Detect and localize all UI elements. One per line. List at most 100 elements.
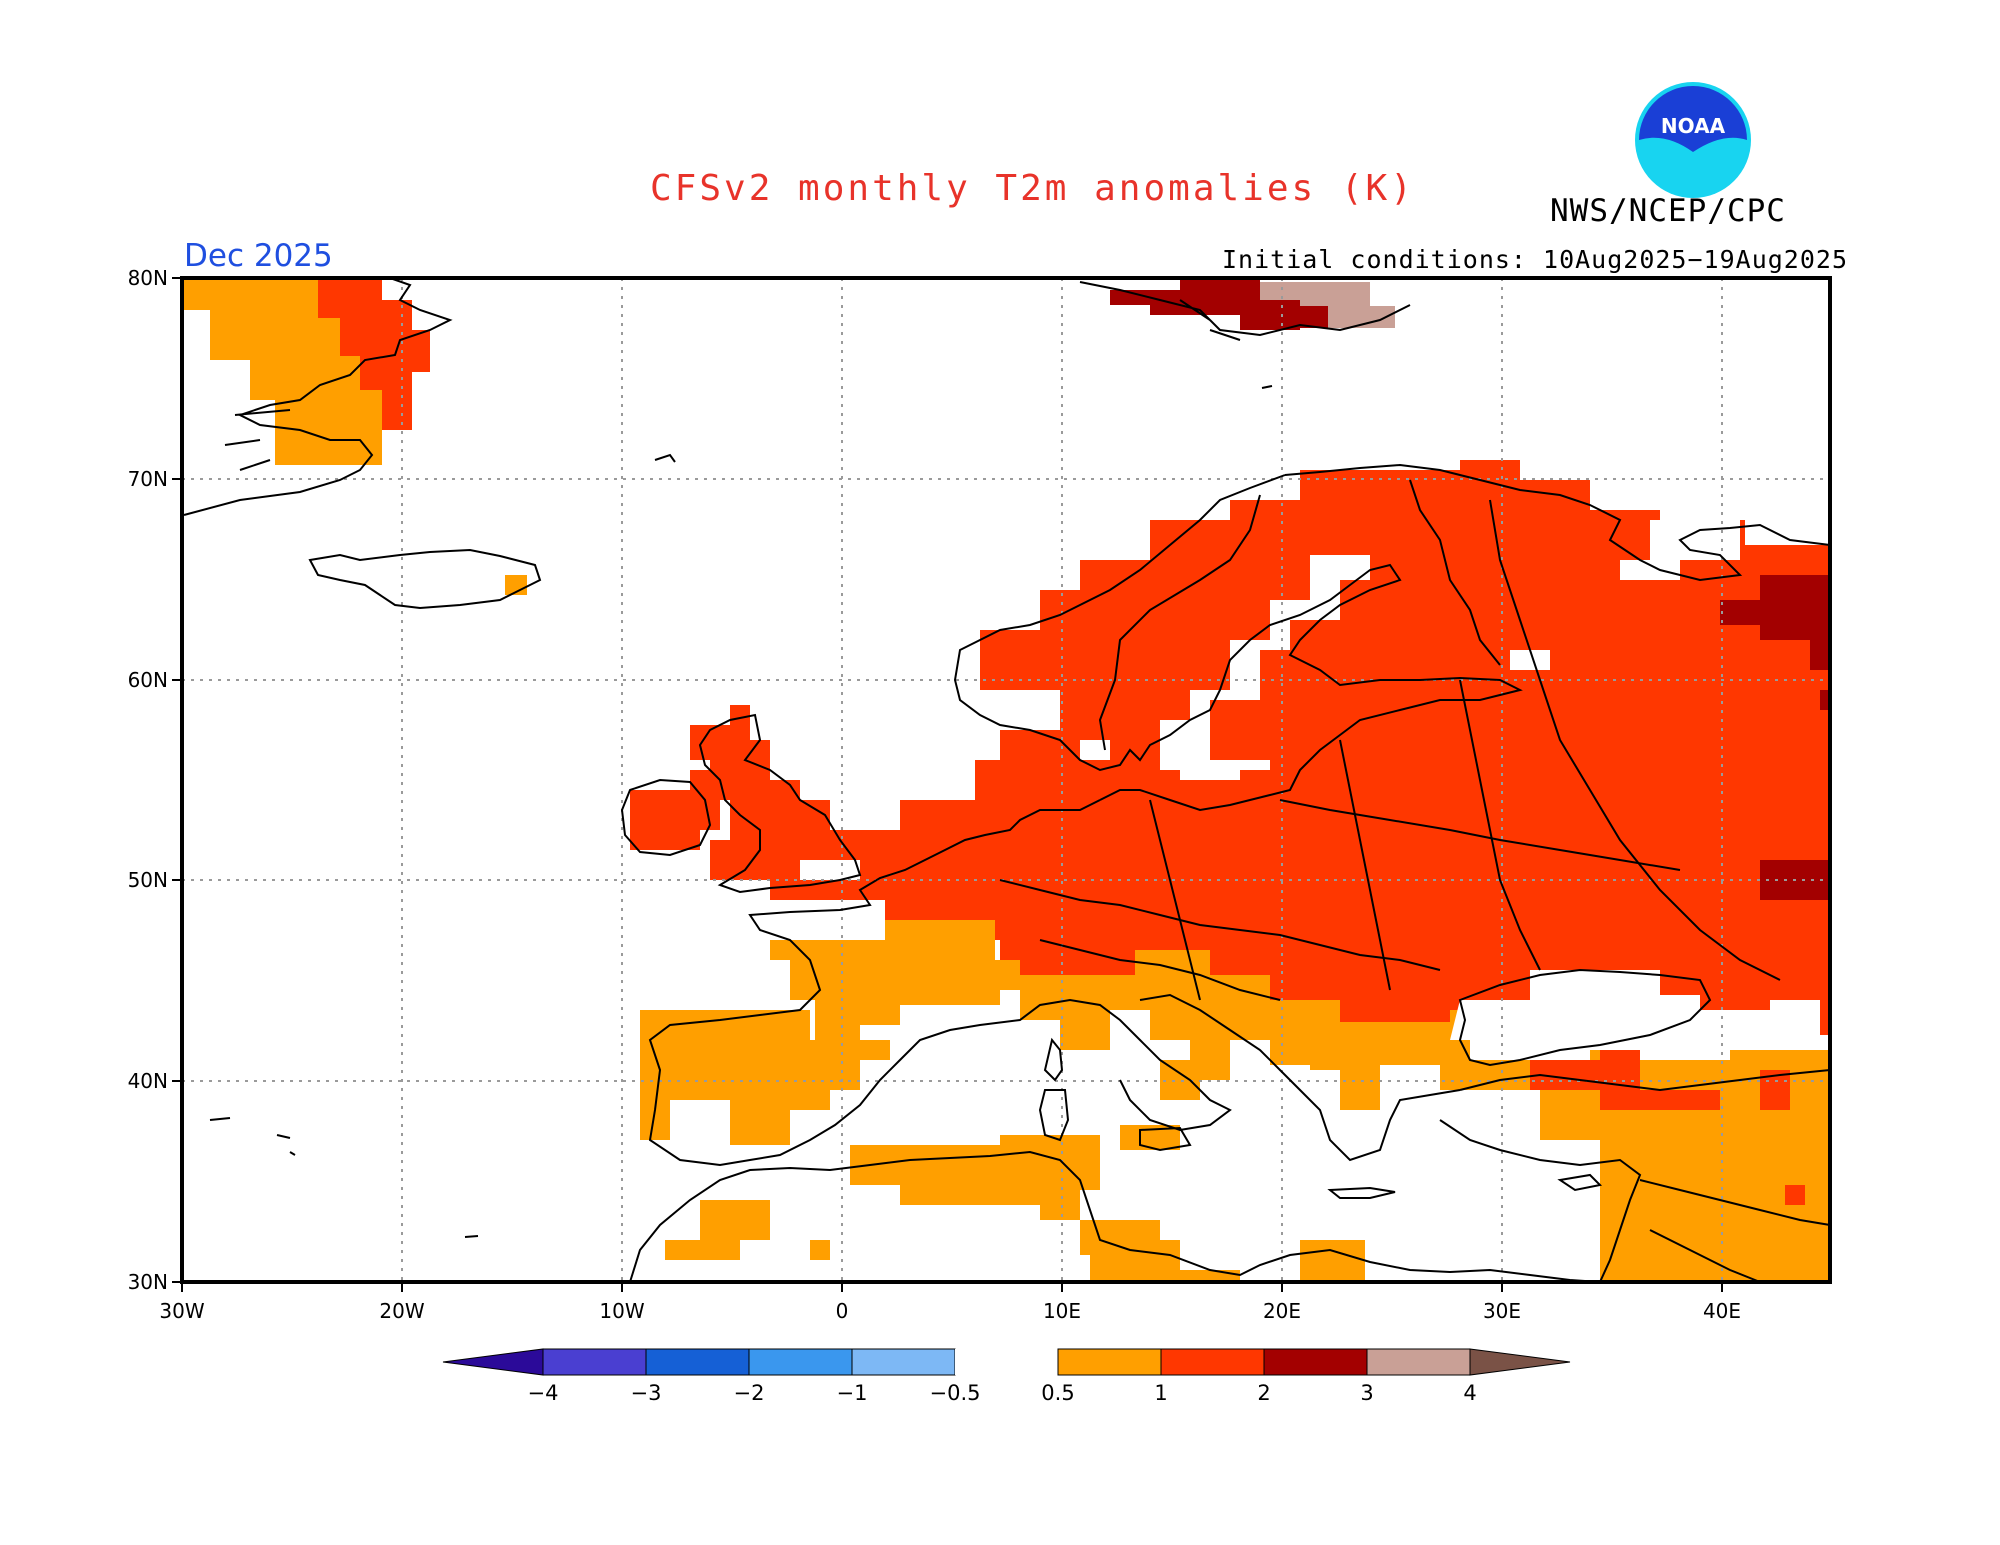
color-bar <box>442 1348 1571 1376</box>
noaa-logo: NOAA <box>1633 80 1753 200</box>
border-central-1 <box>999 879 1441 971</box>
legend-swatch-p3-4 <box>1366 1348 1471 1376</box>
border-central-5 <box>1279 799 1681 871</box>
legend-swatch-n2-n1 <box>748 1348 853 1376</box>
field-svalbard-dark <box>1110 280 1300 330</box>
coast-britain <box>698 713 862 894</box>
coast-ireland <box>620 778 712 857</box>
lon-label-20e: 20E <box>1263 1299 1301 1323</box>
legend-label-p3: 3 <box>1360 1381 1373 1405</box>
legend-swatch-n1-n05 <box>851 1348 956 1376</box>
legend-swatch-n4-n3 <box>542 1348 647 1376</box>
latitude-labels: 80N 70N 60N 50N 40N 30N <box>128 266 168 1294</box>
border-middle-east <box>1639 1179 1831 1283</box>
field-svalbard-rose <box>1260 282 1395 328</box>
field-white-uk <box>800 860 860 880</box>
legend-label-p05: 0.5 <box>1041 1381 1074 1405</box>
coast-svalbard <box>1079 281 1411 341</box>
field-uk-red <box>690 705 880 880</box>
coast-kola <box>1284 463 1831 582</box>
field-white-white-sea-2 <box>1620 560 1680 580</box>
coast-sicily <box>1139 1126 1192 1152</box>
coast-crete <box>1327 1186 1396 1199</box>
field-white-bothnia <box>1190 555 1370 755</box>
legend-swatch-p2-3 <box>1263 1348 1368 1376</box>
coast-madeira <box>464 1235 479 1238</box>
legend-label-p2: 2 <box>1257 1381 1270 1405</box>
border-central-6 <box>1039 939 1281 1001</box>
lon-label-10e: 10E <box>1043 1299 1081 1323</box>
field-white-baltic <box>1160 720 1270 780</box>
border-sweden-norway <box>1098 494 1261 751</box>
legend-label-n2: −2 <box>734 1381 765 1405</box>
lon-label-0: 0 <box>836 1299 849 1323</box>
coast-jan-mayen <box>1261 385 1273 389</box>
field-greenland-orange <box>184 278 382 465</box>
border-finland-russia <box>1409 479 1501 666</box>
coast-continent <box>648 799 1232 1167</box>
coast-sardinia <box>1038 1089 1070 1142</box>
field-tunisia-orange <box>1030 1140 1080 1220</box>
field-russia-dark <box>1720 575 1830 670</box>
field-algeria-orange <box>810 1240 830 1260</box>
border-central-4 <box>1459 679 1541 971</box>
legend-label-n1: −1 <box>837 1381 868 1405</box>
field-italy-orange <box>1160 1060 1230 1100</box>
initial-conditions: Initial conditions: 10Aug2025−19Aug2025 <box>1222 245 1848 274</box>
field-white-onega <box>1510 650 1550 670</box>
coast-cyprus <box>1557 1173 1603 1192</box>
coast-blacksea <box>1458 968 1712 1067</box>
field-white-scandinavia <box>1000 690 1060 730</box>
field-libya-orange <box>1080 1220 1240 1280</box>
border-russia-east <box>1489 499 1781 981</box>
forecast-month: Dec 2025 <box>184 238 333 274</box>
legend-label-n05: −0.5 <box>930 1381 981 1405</box>
field-white-denmark <box>1080 740 1110 760</box>
field-morocco-orange-2 <box>665 1240 695 1260</box>
coast-azores-2 <box>276 1134 291 1139</box>
border-central-2 <box>1149 799 1201 1001</box>
coast-nafrica <box>629 1150 1601 1283</box>
field-iberia-orange <box>640 1010 890 1145</box>
longitude-labels: 30W 20W 10W 0 10E 20E 30E 40E <box>159 1299 1741 1323</box>
field-morocco-orange <box>690 1200 770 1260</box>
lon-label-30e: 30E <box>1483 1299 1521 1323</box>
map-title: CFSv2 monthly T2m anomalies (K) <box>650 168 1415 209</box>
coast-azores-1 <box>209 1117 231 1121</box>
field-europe-red <box>750 460 1830 1035</box>
lat-label-50n: 50N <box>128 868 168 892</box>
field-iberia-orange-3 <box>730 1090 770 1110</box>
color-bar-labels: −4 −3 −2 −1 −0.5 0.5 1 2 3 4 <box>528 1381 1477 1405</box>
coast-adriatic <box>1139 993 1461 1162</box>
coast-iceland <box>308 548 542 610</box>
coast-faroe <box>654 453 676 463</box>
lon-label-20w: 20W <box>379 1299 424 1323</box>
legend-label-n4: −4 <box>528 1381 559 1405</box>
coastlines <box>183 277 1831 1283</box>
field-alps-orange <box>995 950 1830 1280</box>
lat-label-40n: 40N <box>128 1069 168 1093</box>
legend-label-p1: 1 <box>1154 1381 1167 1405</box>
border-central-3 <box>1339 739 1391 991</box>
map-frame <box>180 276 1832 1284</box>
atlantic-islands <box>209 385 1273 1238</box>
field-france-orange <box>770 920 1020 1045</box>
field-white-white-sea <box>1650 520 1740 560</box>
field-greece-orange-2 <box>1300 1240 1365 1280</box>
legend-swatch-p05-1 <box>1057 1348 1162 1376</box>
lat-label-30n: 30N <box>128 1270 168 1294</box>
tick-marks <box>172 277 1723 1292</box>
coast-corsica <box>1043 1037 1064 1082</box>
field-russia-dark-3 <box>1820 690 1830 710</box>
coast-scandinavia <box>953 474 1523 812</box>
legend-swatch-neutral <box>955 1349 1058 1375</box>
legend-swatch-p1-2 <box>1160 1348 1265 1376</box>
lon-label-40e: 40E <box>1703 1299 1741 1323</box>
legend-swatch-above-4 <box>1469 1348 1571 1376</box>
anomaly-fields <box>184 278 1830 1280</box>
lon-label-10w: 10W <box>599 1299 644 1323</box>
coast-turkey <box>1439 1069 1831 1283</box>
lat-label-70n: 70N <box>128 467 168 491</box>
